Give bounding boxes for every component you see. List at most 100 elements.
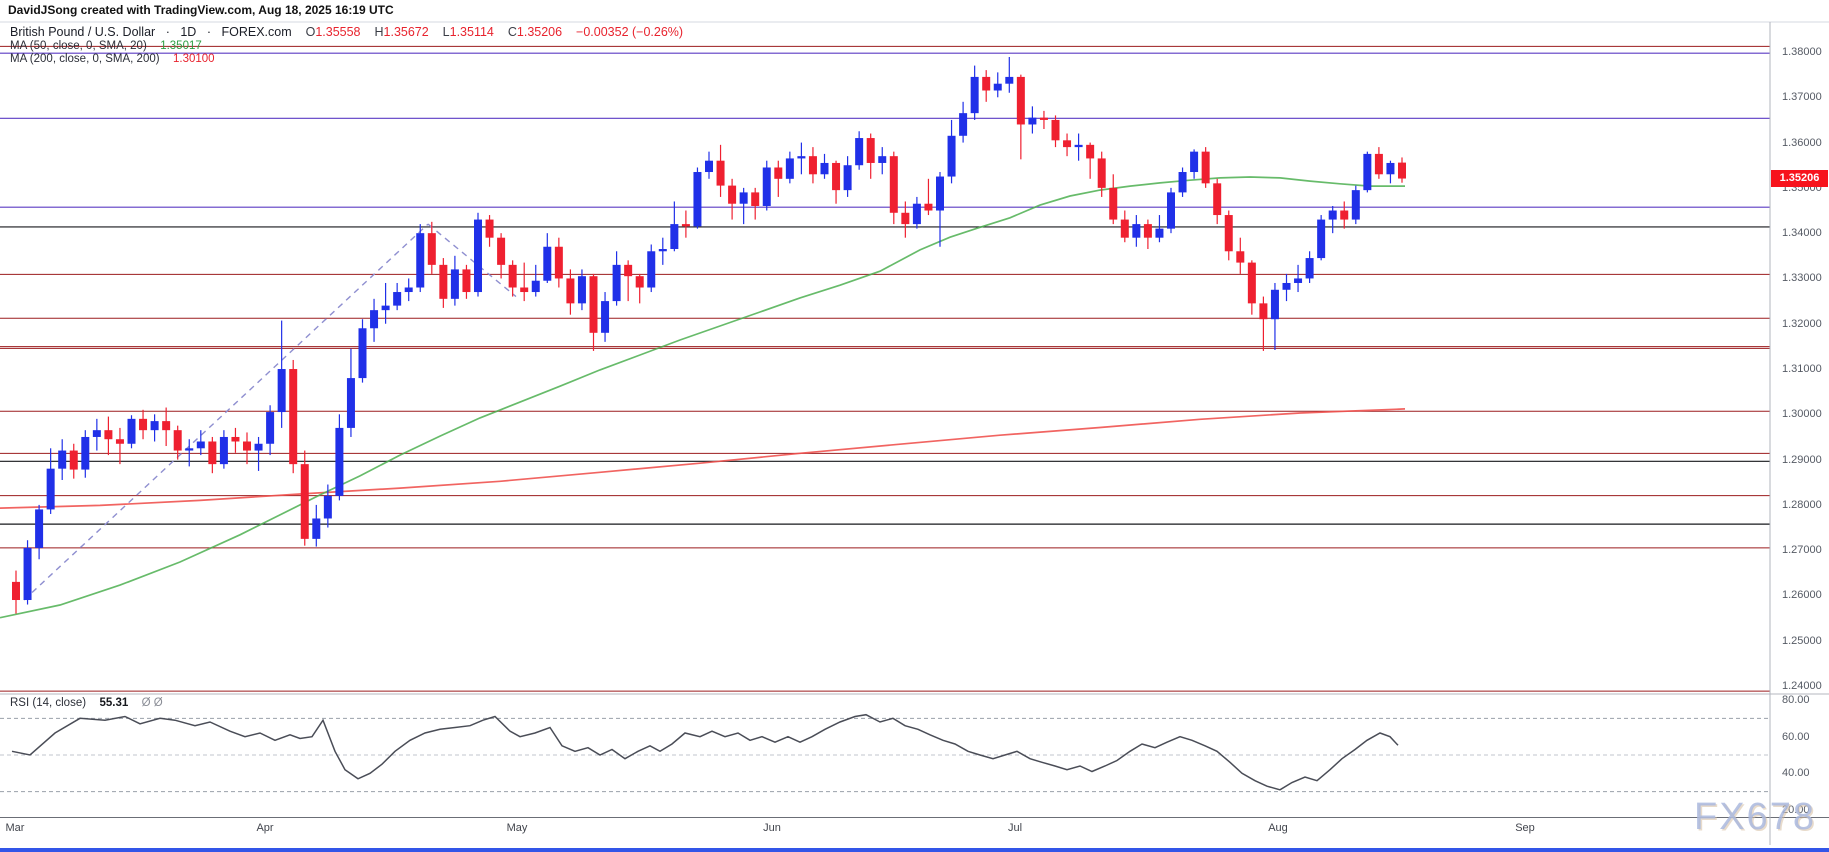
- price-tick: 1.27000: [1782, 544, 1822, 557]
- candle-body: [1132, 224, 1141, 238]
- candle-body: [462, 269, 471, 293]
- candle-body: [404, 287, 413, 293]
- candle-body: [1213, 183, 1222, 216]
- candle-body: [1201, 151, 1210, 184]
- candle-body: [508, 264, 517, 288]
- month-label-aug[interactable]: Aug: [1268, 822, 1288, 834]
- candle-body: [23, 547, 32, 601]
- candle-body: [1005, 76, 1014, 84]
- candle-body: [231, 436, 240, 442]
- candle-body: [323, 495, 332, 519]
- candle-body: [300, 464, 309, 539]
- candle-body: [993, 83, 1002, 91]
- candle-body: [1016, 76, 1025, 125]
- candle-body: [196, 441, 205, 449]
- trendline-dashed[interactable]: [23, 223, 429, 601]
- bottom-blue-border: [0, 848, 1829, 852]
- month-label-mar[interactable]: Mar: [5, 822, 25, 834]
- candle-body: [1120, 219, 1129, 238]
- candle-body: [219, 436, 228, 465]
- candle-body: [797, 156, 806, 159]
- candle-body: [277, 369, 286, 413]
- rsi-label: RSI (14, close): [10, 697, 87, 709]
- candle-body: [254, 443, 263, 451]
- candle-body: [577, 276, 586, 304]
- candle-body: [1190, 151, 1199, 173]
- rsi-tick: 40.00: [1782, 767, 1810, 780]
- candle-body: [1028, 117, 1037, 125]
- candle-body: [1294, 278, 1303, 283]
- candle-body: [808, 156, 817, 175]
- ma-line: [0, 176, 1405, 619]
- price-tick: 1.31000: [1782, 363, 1822, 376]
- candle-body: [115, 439, 124, 444]
- change-value: −0.00352 (−0.26%): [576, 25, 684, 39]
- price-tick: 1.25000: [1782, 634, 1822, 647]
- candle-body: [69, 450, 78, 470]
- candle-body: [554, 246, 563, 279]
- candle-body: [520, 287, 529, 293]
- rsi-legend[interactable]: RSI (14, close) 55.31 Ø Ø: [10, 697, 163, 709]
- candle-body: [427, 233, 436, 265]
- candle-body: [1270, 289, 1279, 320]
- candle-body: [1305, 258, 1314, 279]
- candle-body: [139, 418, 148, 431]
- rsi-line: [11, 713, 1399, 791]
- candle-body: [705, 160, 713, 173]
- candle-body: [358, 328, 367, 379]
- fx678-watermark: FX678: [1694, 796, 1816, 838]
- month-label-may[interactable]: May: [506, 822, 528, 834]
- month-label-apr[interactable]: Apr: [256, 822, 274, 834]
- candle-body: [959, 113, 968, 136]
- candle-body: [970, 76, 979, 114]
- candle-body: [1063, 140, 1072, 148]
- price-tick: 1.37000: [1782, 91, 1822, 104]
- trendline-dashed[interactable]: [427, 223, 517, 298]
- candle-body: [12, 581, 20, 601]
- candle-body: [1340, 210, 1349, 220]
- candle-body: [266, 412, 275, 444]
- candle-body: [1328, 210, 1337, 220]
- candle-body: [762, 167, 771, 206]
- candle-body: [566, 278, 575, 304]
- exchange: FOREX.com: [221, 25, 292, 39]
- candle-body: [46, 468, 55, 510]
- ma-line: [0, 408, 1406, 509]
- candle-body: [1097, 158, 1106, 188]
- month-label-jul[interactable]: Jul: [1007, 822, 1023, 834]
- candle-body: [1363, 153, 1372, 191]
- ma50-value: 1.35017: [160, 40, 202, 52]
- candle-body: [820, 162, 829, 175]
- price-tick: 1.38000: [1782, 46, 1822, 58]
- candle-body: [173, 430, 182, 451]
- candle-body: [162, 421, 171, 431]
- candle-body: [127, 418, 136, 444]
- candle-body: [866, 138, 875, 163]
- ma200-legend[interactable]: MA (200, close, 0, SMA, 200) 1.30100: [10, 53, 683, 65]
- candle-body: [658, 249, 667, 252]
- rsi-tick: 80.00: [1782, 694, 1810, 706]
- candle-body: [1259, 303, 1268, 320]
- candle-body: [1109, 187, 1118, 220]
- candle-body: [681, 224, 690, 227]
- candle-body: [346, 378, 355, 428]
- candle-body: [1247, 262, 1256, 304]
- close-label: C: [507, 25, 517, 39]
- candle-body: [739, 192, 748, 204]
- candle-body: [774, 167, 783, 179]
- ma200-value: 1.30100: [172, 53, 215, 65]
- candle-body: [1143, 224, 1152, 238]
- ma50-legend[interactable]: MA (50, close, 0, SMA, 20) 1.35017: [10, 40, 683, 52]
- month-label-jun[interactable]: Jun: [763, 822, 781, 834]
- candle-body: [439, 264, 448, 299]
- candle-body: [1398, 162, 1406, 179]
- month-label-sep[interactable]: Sep: [1515, 822, 1535, 834]
- candle-body: [635, 276, 644, 288]
- candle-body: [416, 233, 425, 288]
- price-tick: 1.26000: [1782, 589, 1822, 602]
- candle-body: [1167, 192, 1175, 229]
- symbol-legend[interactable]: British Pound / U.S. Dollar · 1D · FOREX…: [10, 25, 683, 65]
- candle-body: [81, 436, 90, 470]
